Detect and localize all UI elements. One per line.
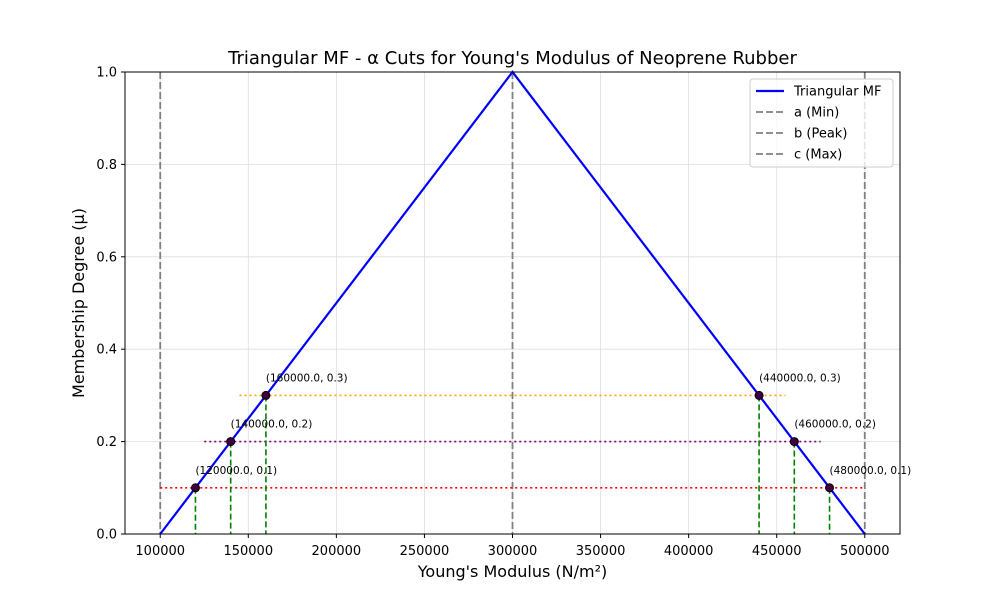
y-tick-label: 1.0	[96, 66, 117, 81]
x-axis: 100000 150000 200000 250000 300000 350000 4000…	[135, 534, 890, 559]
alpha-cut-lines	[160, 394, 865, 489]
y-axis: 0.0 0.2 0.4 0.6 0.8 1.0	[96, 66, 125, 543]
cut-point-label: (480000.0, 0.1)	[830, 465, 912, 477]
y-tick-label: 0.8	[96, 158, 117, 173]
legend-label: b (Peak)	[794, 127, 847, 142]
cut-point-label: (140000.0, 0.2)	[231, 419, 313, 431]
y-axis-label: Membership Degree (μ)	[69, 208, 88, 398]
cut-point	[825, 483, 835, 493]
cut-point	[261, 390, 271, 400]
alpha-cut-drop-lines	[194, 395, 831, 534]
legend-label: a (Min)	[794, 106, 839, 121]
chart-title: Triangular MF - α Cuts for Young's Modul…	[227, 48, 797, 69]
x-tick-label: 250000	[400, 544, 450, 559]
cut-point-label: (460000.0, 0.2)	[794, 419, 876, 431]
x-tick-label: 100000	[135, 544, 185, 559]
x-tick-label: 200000	[312, 544, 362, 559]
cut-point	[789, 437, 799, 447]
x-tick-label: 450000	[752, 544, 802, 559]
x-tick-label: 150000	[223, 544, 273, 559]
y-tick-label: 0.4	[96, 343, 117, 358]
x-axis-label: Young's Modulus (N/m²)	[417, 562, 607, 581]
y-tick-label: 0.2	[96, 435, 117, 450]
cut-point	[226, 437, 236, 447]
cut-point-label: (440000.0, 0.3)	[759, 372, 841, 384]
x-tick-label: 350000	[576, 544, 626, 559]
alpha-cut-annotations: (120000.0, 0.1) (480000.0, 0.1) (140000.0,…	[195, 372, 911, 476]
legend-box	[749, 78, 894, 168]
x-tick-label: 500000	[840, 544, 890, 559]
cut-point-label: (160000.0, 0.3)	[266, 372, 348, 384]
cut-point	[754, 390, 764, 400]
x-tick-label: 400000	[664, 544, 714, 559]
y-tick-label: 0.0	[96, 528, 117, 543]
y-tick-label: 0.6	[96, 250, 117, 265]
alpha-cut-points	[190, 390, 835, 493]
cut-point-label: (120000.0, 0.1)	[195, 465, 277, 477]
legend-label: Triangular MF	[793, 85, 881, 100]
x-tick-label: 300000	[488, 544, 538, 559]
legend: Triangular MF a (Min) b (Peak) c (Max)	[749, 78, 894, 168]
legend-label: c (Max)	[794, 148, 842, 163]
cut-point	[190, 483, 200, 493]
